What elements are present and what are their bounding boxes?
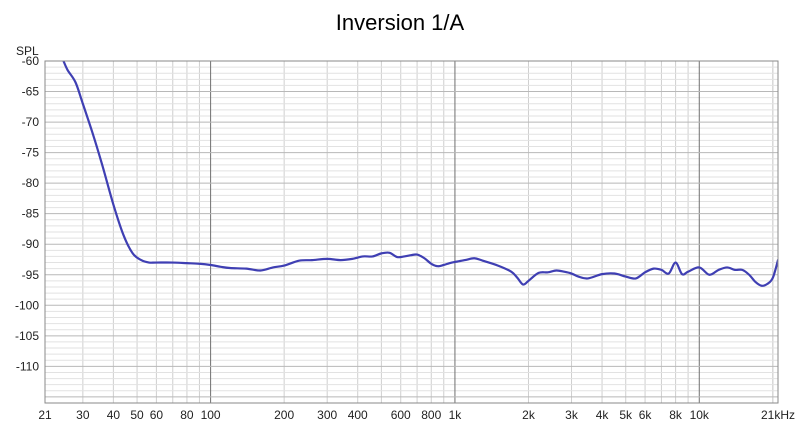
y-tick-label: -90 [22, 237, 40, 251]
y-tick-label: -75 [22, 146, 40, 160]
x-tick-label: 50 [130, 408, 144, 422]
x-tick-label: 8k [669, 408, 683, 422]
x-tick-label: 200 [274, 408, 294, 422]
grid-minor [45, 61, 778, 404]
x-tick-label: 3k [565, 408, 579, 422]
x-tick-label: 60 [150, 408, 164, 422]
y-tick-label: -105 [15, 329, 39, 343]
y-tick-label: -70 [22, 115, 40, 129]
x-tick-label: 800 [421, 408, 441, 422]
y-tick-label: -85 [22, 207, 40, 221]
x-tick-label: 6k [639, 408, 653, 422]
x-tick-label: 2k [522, 408, 536, 422]
x-tick-label: 40 [107, 408, 121, 422]
x-tick-label: 30 [76, 408, 90, 422]
x-tick-label: 1k [449, 408, 463, 422]
y-tick-label: -60 [22, 54, 40, 68]
series-layer [62, 61, 778, 287]
y-axis-label: SPL [16, 44, 39, 58]
x-tick-label: 100 [201, 408, 221, 422]
chart-title: Inversion 1/A [336, 10, 465, 35]
y-tick-label: -65 [22, 85, 40, 99]
y-tick-label: -80 [22, 176, 40, 190]
y-tick-label: -100 [15, 298, 39, 312]
x-tick-label: 21 [38, 408, 52, 422]
x-tick-label: 300 [317, 408, 337, 422]
y-tick-label: -95 [22, 268, 40, 282]
y-tick-labels: -60 -65 -70 -75 -80 -85 -90 -95 -100 -105 -110 [15, 54, 39, 373]
x-tick-label: 21kHz [761, 408, 795, 422]
plot-frame [44, 60, 779, 404]
x-tick-labels: 21 30 40 50 60 80 100 200 300 400 600 800 1k 2k 3k 4k 5k… [38, 408, 795, 422]
x-tick-label: 4k [596, 408, 610, 422]
x-tick-label: 80 [180, 408, 194, 422]
x-tick-label: 10k [690, 408, 710, 422]
x-tick-label: 400 [348, 408, 368, 422]
y-tick-label: -110 [16, 359, 39, 373]
series-line [62, 61, 778, 287]
x-tick-label: 5k [619, 408, 633, 422]
x-tick-label: 600 [391, 408, 411, 422]
